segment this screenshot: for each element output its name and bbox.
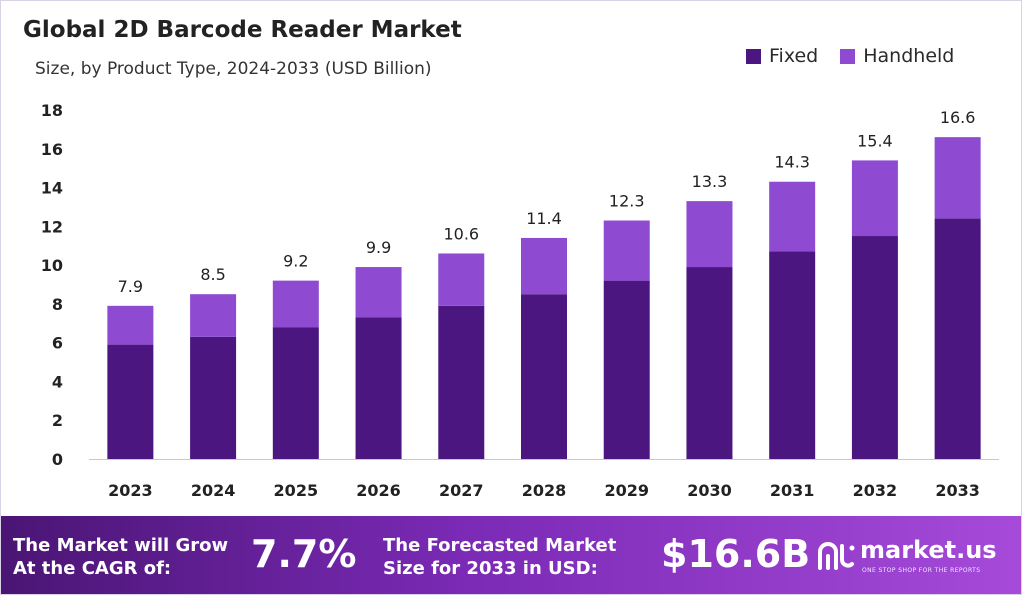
logo-tagline: ONE STOP SHOP FOR THE REPORTS: [862, 567, 981, 574]
bar-fixed-2029: [603, 280, 650, 459]
bar-fixed-2024: [190, 336, 237, 459]
bar-handheld-2024: [190, 294, 237, 337]
bar-handheld-2028: [521, 237, 567, 295]
bar-handheld-2023: [107, 305, 154, 345]
y-tick-label: 14: [41, 179, 63, 198]
forecast-label: The Forecasted Market Size for 2033 in U…: [383, 535, 617, 579]
footer-banner: The Market will Grow At the CAGR of: 7.7…: [1, 516, 1021, 594]
total-label-2025: 9.2: [283, 252, 308, 271]
cagr-label: The Market will Grow At the CAGR of:: [13, 535, 229, 579]
legend-label-handheld: Handheld: [863, 45, 955, 67]
x-tick-label-2028: 2028: [522, 481, 567, 500]
x-tick-label-2029: 2029: [604, 481, 649, 500]
bar-handheld-2030: [686, 201, 733, 268]
forecast-value: $16.6B: [661, 532, 811, 576]
y-tick-label: 8: [52, 295, 63, 314]
logo-icon: [818, 542, 855, 570]
bar-fixed-2023: [107, 344, 154, 459]
x-tick-label-2026: 2026: [356, 481, 401, 500]
chart-legend: Fixed Handheld: [746, 45, 976, 67]
x-tick-label-2024: 2024: [191, 481, 236, 500]
bar-handheld-2032: [851, 160, 898, 237]
bar-handheld-2027: [438, 253, 485, 306]
x-tick-label-2033: 2033: [935, 481, 980, 500]
chart-title: Global 2D Barcode Reader Market: [23, 17, 462, 43]
bar-handheld-2026: [355, 267, 402, 318]
y-tick-label: 6: [52, 334, 63, 353]
y-tick-label: 10: [41, 256, 63, 275]
bar-handheld-2025: [272, 280, 319, 328]
total-label-2032: 15.4: [857, 131, 893, 150]
y-tick-label: 12: [41, 217, 63, 236]
y-tick-label: 0: [52, 450, 63, 469]
y-tick-label: 2: [52, 411, 63, 430]
bar-handheld-2033: [934, 137, 981, 219]
logo-name: market.us: [860, 536, 997, 564]
legend-item-fixed: Fixed: [746, 45, 818, 67]
chart-subtitle: Size, by Product Type, 2024-2033 (USD Bi…: [35, 59, 432, 79]
total-label-2031: 14.3: [774, 153, 810, 172]
y-tick-label: 16: [41, 140, 63, 159]
total-label-2033: 16.6: [940, 108, 976, 127]
y-tick-label: 4: [52, 372, 63, 391]
x-tick-label-2031: 2031: [770, 481, 815, 500]
bar-fixed-2028: [521, 294, 567, 459]
total-label-2024: 8.5: [200, 265, 225, 284]
total-label-2028: 11.4: [526, 209, 562, 228]
bar-fixed-2027: [438, 305, 485, 459]
total-label-2029: 12.3: [609, 192, 645, 211]
y-tick-label: 18: [41, 101, 63, 120]
x-tick-label-2023: 2023: [108, 481, 153, 500]
bar-fixed-2030: [686, 267, 733, 459]
bar-handheld-2029: [603, 220, 650, 281]
market-us-logo: market.us ONE STOP SHOP FOR THE REPORTS: [816, 536, 1016, 580]
total-label-2026: 9.9: [366, 238, 391, 257]
cagr-value: 7.7%: [251, 532, 357, 576]
bar-chart: 0 2 4 6 8 10 12 14 16 18 7.9 2023 8.5 2024 9.2 2025 9.9 2…: [41, 101, 999, 500]
legend-label-fixed: Fixed: [769, 45, 819, 67]
x-tick-label-2030: 2030: [687, 481, 732, 500]
bar-fixed-2031: [769, 251, 816, 459]
x-tick-label-2025: 2025: [274, 481, 319, 500]
bar-fixed-2026: [355, 317, 402, 459]
legend-item-handheld: Handheld: [840, 45, 954, 67]
x-tick-label-2032: 2032: [853, 481, 898, 500]
total-label-2030: 13.3: [692, 172, 728, 191]
bar-fixed-2025: [272, 327, 319, 459]
legend-swatch-handheld: [840, 48, 856, 64]
x-tick-label-2027: 2027: [439, 481, 484, 500]
bar-handheld-2031: [769, 181, 816, 252]
legend-swatch-fixed: [746, 48, 761, 64]
total-label-2027: 10.6: [443, 224, 479, 243]
bar-fixed-2032: [851, 236, 898, 459]
total-label-2023: 7.9: [118, 277, 143, 296]
bar-fixed-2033: [934, 218, 981, 459]
